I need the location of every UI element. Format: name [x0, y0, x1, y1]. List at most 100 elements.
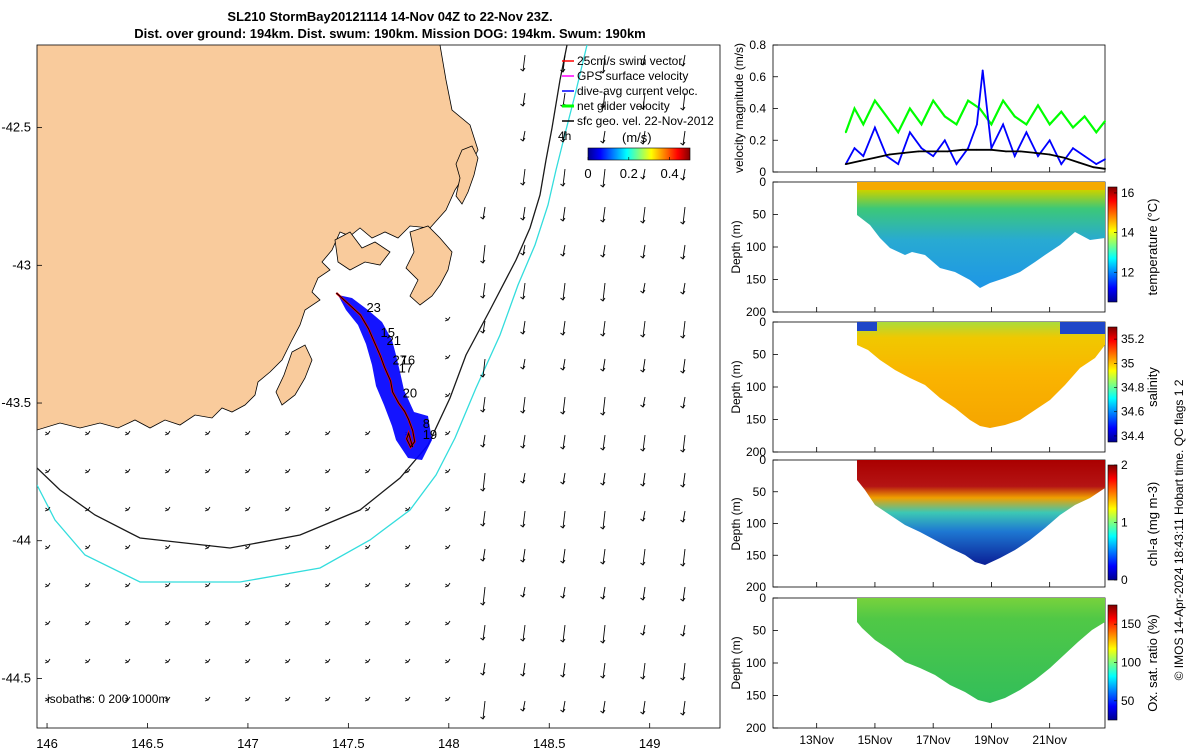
current-vector-arrowhead [480, 373, 486, 378]
current-vector-arrowhead [285, 506, 291, 511]
current-vector-arrowhead [165, 658, 171, 663]
velocity-y-tick-label: 0.6 [749, 70, 766, 84]
figure-title-line2: Dist. over ground: 194km. Dist. swum: 19… [134, 26, 646, 41]
current-vector-arrowhead [680, 176, 686, 181]
figure-title-line1: SL210 StormBay20121114 14-Nov 04Z to 22-… [227, 9, 553, 24]
isobath-label-4h: 4h [558, 129, 571, 143]
velocity-point [874, 126, 876, 129]
land-maria-island [455, 145, 479, 205]
current-vector-arrowhead [85, 658, 91, 663]
map-colorbar-ticks: 0 0.2 0.4 [584, 157, 679, 181]
current-vector-arrowhead [560, 673, 566, 678]
current-vector-arrow [642, 434, 646, 452]
current-vector-arrowhead [480, 557, 486, 562]
time-axis-ticks: 13Nov 15Nov 17Nov 19Nov 21Nov [799, 167, 1067, 747]
current-vector-arrowhead [445, 620, 451, 625]
velocity-series-line-0 [844, 98, 1106, 135]
salinity-ylabel: Depth (m) [729, 360, 743, 413]
current-vector-arrow [642, 168, 646, 180]
current-vector-arrowhead [640, 675, 646, 680]
current-vector-arrowhead [560, 331, 566, 336]
current-vector-arrow [602, 358, 606, 372]
oxygen-y-ticks: 0 50 100 150 200 [746, 591, 778, 735]
current-vector-arrowhead [640, 596, 646, 601]
current-vector-arrow [682, 434, 686, 453]
velocity-point [1002, 123, 1004, 126]
velocity-point [967, 99, 970, 102]
velocity-point [943, 115, 946, 118]
velocity-point [1060, 163, 1063, 165]
map-y-tick-label: -44 [12, 533, 31, 548]
current-vector-arrowhead [640, 368, 646, 373]
current-vector-arrow [642, 320, 646, 338]
current-vector-arrowhead [520, 330, 526, 335]
current-vector-arrowhead [560, 68, 566, 73]
current-vector-arrow [562, 434, 566, 450]
waypoint-label: 16 [401, 352, 415, 367]
salinity-surface-patch-right [1060, 322, 1105, 334]
current-vector-arrow [642, 586, 646, 601]
current-vector-arrowhead [405, 506, 411, 511]
current-vector-arrowhead [445, 696, 451, 701]
current-vector-arrowhead [640, 254, 646, 259]
current-vector-arrowhead [445, 354, 451, 359]
time-tick-label: 17Nov [916, 733, 951, 747]
current-vector-arrowhead [680, 220, 686, 225]
oxygen-colorbar-label: Ox. sat. ratio (%) [1145, 614, 1160, 712]
velocity-y-tick-label: 0.4 [749, 102, 766, 116]
depth-tick-label: 100 [746, 380, 766, 394]
velocity-y-tick-label: 0.8 [749, 38, 766, 52]
current-vector-arrowhead [640, 447, 646, 452]
current-vector-arrow [682, 472, 686, 488]
temperature-field [857, 182, 1105, 288]
current-vector-arrowhead [365, 544, 371, 549]
current-vector-arrowhead [520, 707, 526, 712]
salinity-field [857, 322, 1105, 428]
waypoint-label: 8 [423, 416, 430, 431]
velocity-point [859, 159, 862, 162]
velocity-point [990, 123, 993, 126]
current-vector-arrow [642, 662, 646, 680]
depth-tick-label: 50 [753, 624, 767, 638]
velocity-point [1002, 99, 1004, 102]
current-vector-arrowhead [560, 217, 566, 222]
current-vector-arrowhead [600, 639, 606, 644]
current-vector-arrow [562, 510, 566, 529]
velocity-y-ticks: 0 0.2 0.4 0.6 0.8 [749, 38, 778, 179]
oxygen-colorbar-ticks: 50 100 150 [1114, 617, 1141, 708]
velocity-point [1048, 123, 1051, 126]
temperature-ylabel: Depth (m) [729, 220, 743, 273]
depth-tick-label: 200 [746, 305, 766, 319]
current-vector-arrow [522, 472, 526, 484]
current-vector-arrowhead [325, 430, 331, 435]
velocity-point [967, 147, 970, 150]
temperature-surface-layer [857, 182, 1105, 190]
current-vector-arrowhead [680, 597, 686, 602]
velocity-point [888, 153, 891, 156]
current-vector-arrow [642, 624, 646, 636]
legend-gps-velocity: GPS surface velocity [577, 69, 688, 83]
current-vector-arrow [642, 700, 646, 715]
current-vector-arrow [642, 548, 646, 566]
current-vector-arrowhead [520, 251, 526, 256]
velocity-point [1072, 147, 1074, 150]
waypoint-label: 19 [423, 427, 437, 442]
current-vector-arrowhead [325, 696, 331, 701]
current-vector-arrow [482, 434, 486, 448]
salinity-surface-patch-left [857, 322, 877, 331]
depth-tick-label: 100 [746, 656, 766, 670]
temperature-y-ticks: 0 50 100 150 200 [746, 175, 778, 319]
current-vector-arrowhead [480, 636, 486, 641]
current-vector-arrowhead [445, 316, 451, 321]
current-vector-arrow [602, 662, 606, 679]
velocity-point [1092, 166, 1095, 169]
velocity-point [1005, 150, 1007, 153]
current-vector-arrowhead [365, 696, 371, 701]
chlorophyll-field [857, 460, 1105, 565]
current-vector-arrowhead [680, 676, 686, 681]
current-vector-arrow [482, 472, 486, 492]
current-vector-arrow [522, 206, 526, 221]
current-vector-arrow [682, 206, 686, 225]
depth-tick-label: 100 [746, 517, 766, 531]
current-vector-arrowhead [285, 544, 291, 549]
